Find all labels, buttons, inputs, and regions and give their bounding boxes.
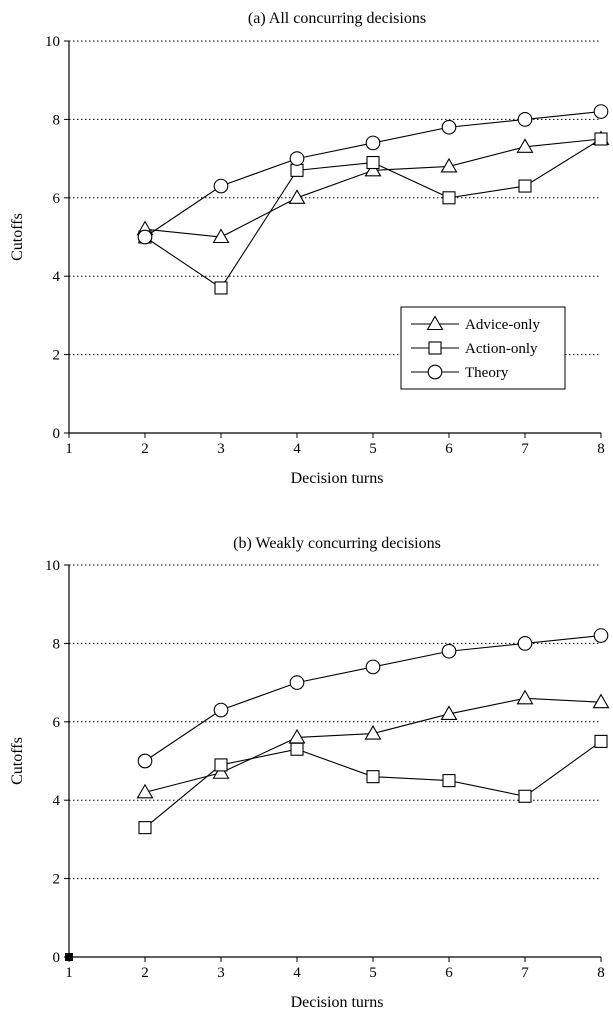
point-advice-only (592, 693, 610, 709)
y-axis-label: Cutoffs (9, 213, 26, 261)
x-tick-label: 7 (521, 441, 529, 457)
point-theory (441, 119, 457, 135)
x-tick-label: 7 (521, 965, 529, 981)
y-tick-label: 8 (53, 636, 61, 652)
point-action-only (290, 742, 304, 756)
point-action-only (594, 734, 608, 748)
point-theory (517, 112, 533, 127)
series-line-action-only (144, 740, 602, 829)
point-advice-only (212, 764, 230, 779)
point-action-only (594, 132, 608, 146)
point-advice-only (440, 157, 458, 173)
x-tick-label: 5 (369, 965, 377, 981)
point-action-only (518, 179, 532, 193)
point-theory (289, 151, 305, 166)
y-tick-label: 0 (53, 426, 61, 442)
point-advice-only (516, 689, 534, 705)
x-tick-label: 1 (65, 965, 73, 981)
y-tick-label: 10 (45, 558, 60, 574)
y-tick-label: 4 (53, 269, 61, 285)
y-tick-label: 4 (53, 793, 61, 809)
point-advice-only (212, 228, 230, 244)
x-axis-label: Decision turns (291, 470, 384, 487)
y-tick-label: 2 (53, 872, 61, 888)
x-tick-label: 8 (597, 965, 605, 981)
legend-marker-advice-only (426, 315, 444, 331)
x-tick-label: 3 (217, 965, 225, 981)
point-advice-only (288, 189, 306, 204)
chart-title: (b) Weakly concurring decisions (233, 535, 441, 552)
y-axis-label: Cutoffs (9, 737, 26, 785)
point-theory (517, 636, 533, 651)
y-tick-label: 6 (53, 191, 61, 207)
point-advice-only (516, 138, 534, 153)
point-advice-only (364, 724, 382, 740)
point-theory (365, 135, 381, 151)
point-action-only (366, 770, 380, 784)
origin-marker (65, 953, 73, 961)
legend-box (400, 306, 566, 390)
point-theory (137, 753, 153, 769)
point-advice-only (288, 728, 306, 744)
legend-marker-theory (427, 364, 443, 380)
chart-title: (a) All concurring decisions (248, 10, 426, 27)
point-action-only (214, 281, 228, 295)
point-theory (289, 675, 305, 690)
point-theory (593, 628, 609, 643)
point-action-only (366, 155, 380, 170)
point-action-only (518, 789, 532, 803)
x-tick-label: 1 (65, 441, 73, 457)
point-theory (213, 178, 229, 194)
point-action-only (442, 191, 456, 205)
x-tick-label: 6 (445, 965, 453, 981)
point-action-only (290, 163, 304, 177)
point-action-only (442, 774, 456, 788)
y-tick-label: 8 (53, 112, 61, 128)
point-advice-only (440, 705, 458, 721)
point-action-only (138, 821, 152, 835)
point-theory (593, 104, 609, 119)
point-theory (137, 229, 153, 245)
legend-label: Advice-only (465, 317, 540, 333)
point-action-only (214, 758, 228, 772)
y-tick-label: 2 (53, 348, 61, 364)
x-tick-label: 5 (369, 441, 377, 457)
y-tick-label: 6 (53, 715, 61, 731)
x-tick-label: 8 (597, 441, 605, 457)
x-tick-label: 4 (293, 965, 301, 981)
legend-marker-action-only (428, 341, 442, 355)
point-theory (365, 659, 381, 675)
y-tick-label: 10 (45, 34, 60, 50)
series-line-advice-only (144, 138, 602, 238)
legend-label: Theory (465, 365, 509, 381)
x-tick-label: 4 (293, 441, 301, 457)
x-axis-label: Decision turns (291, 994, 384, 1011)
point-advice-only (364, 161, 382, 177)
point-advice-only (136, 783, 154, 799)
x-tick-label: 2 (141, 441, 149, 457)
x-tick-label: 6 (445, 441, 453, 457)
x-tick-label: 3 (217, 441, 225, 457)
x-tick-label: 2 (141, 965, 149, 981)
point-theory (441, 643, 457, 659)
legend-label: Action-only (465, 341, 538, 357)
point-theory (213, 702, 229, 718)
y-tick-label: 0 (53, 950, 61, 966)
